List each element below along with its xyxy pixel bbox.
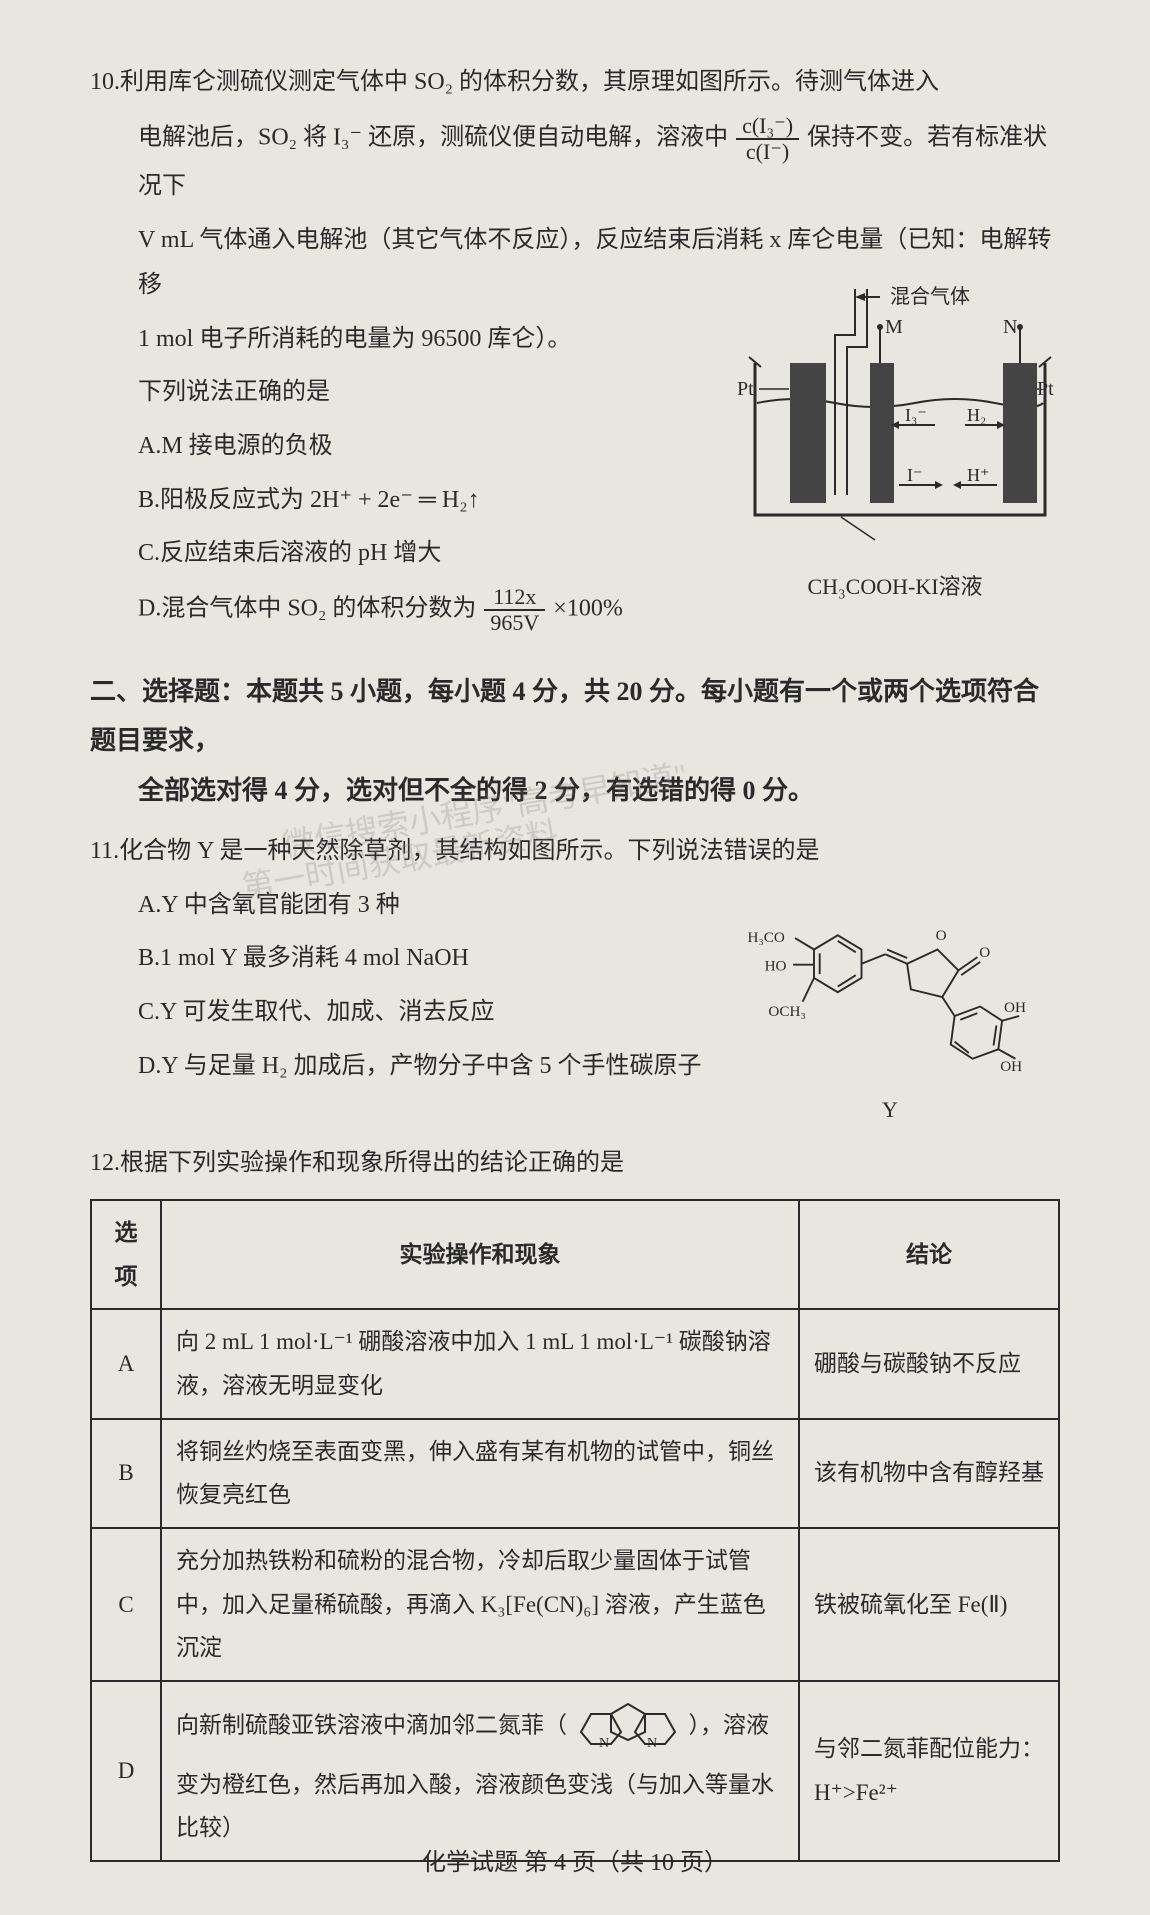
table-header-row: 选项 实验操作和现象 结论 bbox=[91, 1200, 1059, 1309]
q10-D-den: 965V bbox=[484, 611, 545, 635]
diagram-caption: CH₃COOH-KI溶液 bbox=[730, 566, 1060, 608]
q10-num: 10. bbox=[90, 69, 120, 95]
th-concl: 结论 bbox=[799, 1200, 1059, 1309]
label-N: N bbox=[1003, 316, 1017, 338]
electrode-left bbox=[790, 363, 826, 503]
q10-diagram: 混合气体 M N Pt Pt I₃⁻ H₂ bbox=[730, 285, 1060, 607]
section-2-header: 二、选择题：本题共 5 小题，每小题 4 分，共 20 分。每小题有一个或两个选… bbox=[90, 667, 1060, 815]
q11-optC: C.Y 可发生取代、加成、消去反应 bbox=[90, 990, 720, 1036]
O-ester: O bbox=[936, 927, 947, 944]
q10-frac: c(I₃⁻) c(I⁻) bbox=[736, 114, 799, 164]
label-I3: I₃⁻ bbox=[905, 405, 927, 425]
q10-optB: B.阳极反应式为 2H⁺ + 2e⁻ ═ H₂↑ bbox=[90, 478, 700, 524]
cell-opt-B: B bbox=[91, 1419, 161, 1528]
pt-right: Pt bbox=[1037, 378, 1054, 400]
q11-optD: D.Y 与足量 H₂ 加成后，产物分子中含 5 个手性碳原子 bbox=[90, 1044, 720, 1090]
q10-optD: D.混合气体中 SO₂ 的体积分数为 112x 965V ×100% bbox=[90, 585, 700, 635]
q10-D-frac: 112x 965V bbox=[484, 585, 545, 635]
q10-optC: C.反应结束后溶液的 pH 增大 bbox=[90, 531, 700, 577]
label-H2: H₂ bbox=[967, 405, 986, 425]
mix-gas-label: 混合气体 bbox=[890, 285, 970, 308]
question-11: 11.化合物 Y 是一种天然除草剂，其结构如图所示。下列说法错误的是 A.Y 中… bbox=[90, 829, 1060, 1131]
svg-text:N: N bbox=[599, 1736, 609, 1748]
q10-D-post: ×100% bbox=[553, 595, 623, 621]
electrode-mid bbox=[870, 363, 894, 503]
q10-text2a: 电解池后，SO₂ 将 I₃⁻ 还原，测硫仪便自动电解，溶液中 bbox=[138, 124, 728, 150]
q11-stem: 化合物 Y 是一种天然除草剂，其结构如图所示。下列说法错误的是 bbox=[119, 838, 819, 864]
pt-left: Pt bbox=[737, 378, 754, 400]
q11-stem-row: 11.化合物 Y 是一种天然除草剂，其结构如图所示。下列说法错误的是 bbox=[90, 829, 1060, 875]
cell-concl-C: 铁被硫氧化至 Fe(Ⅱ) bbox=[799, 1528, 1059, 1681]
cell-concl-A: 硼酸与碳酸钠不反应 bbox=[799, 1309, 1059, 1418]
q10-frac-num: c(I₃⁻) bbox=[736, 114, 799, 140]
molecule-Y-svg: H₃CO HO OCH₃ O O bbox=[740, 883, 1040, 1073]
q10-line1: 10.利用库仑测硫仪测定气体中 SO₂ 的体积分数，其原理如图所示。待测气体进入 bbox=[90, 60, 1060, 106]
cell-concl-D: 与邻二氮菲配位能力：H⁺>Fe²⁺ bbox=[799, 1681, 1059, 1861]
table-row: A 向 2 mL 1 mol·L⁻¹ 硼酸溶液中加入 1 mL 1 mol·L⁻… bbox=[91, 1309, 1059, 1418]
q10-D-pre: D.混合气体中 SO₂ 的体积分数为 bbox=[138, 595, 482, 621]
q11-optB: B.1 mol Y 最多消耗 4 mol NaOH bbox=[90, 936, 720, 982]
th-opt: 选项 bbox=[91, 1200, 161, 1309]
q10-line2: 电解池后，SO₂ 将 I₃⁻ 还原，测硫仪便自动电解，溶液中 c(I₃⁻) c(… bbox=[90, 114, 1060, 210]
q12-stem: 根据下列实验操作和现象所得出的结论正确的是 bbox=[120, 1150, 624, 1176]
cell-concl-B: 该有机物中含有醇羟基 bbox=[799, 1419, 1059, 1528]
cell-exp-C: 充分加热铁粉和硫粉的混合物，冷却后取少量固体于试管中，加入足量稀硫酸，再滴入 K… bbox=[161, 1528, 799, 1681]
cell-opt-A: A bbox=[91, 1309, 161, 1418]
experiment-table: 选项 实验操作和现象 结论 A 向 2 mL 1 mol·L⁻¹ 硼酸溶液中加入… bbox=[90, 1199, 1060, 1862]
ho-label: HO bbox=[765, 957, 787, 974]
q11-structure: H₃CO HO OCH₃ O O bbox=[720, 883, 1060, 1131]
page-footer: 化学试题 第 4 页（共 10 页） bbox=[0, 1841, 1150, 1887]
table-row: C 充分加热铁粉和硫粉的混合物，冷却后取少量固体于试管中，加入足量稀硫酸，再滴入… bbox=[91, 1528, 1059, 1681]
section2-line1: 二、选择题：本题共 5 小题，每小题 4 分，共 20 分。每小题有一个或两个选… bbox=[90, 667, 1060, 766]
table-row: B 将铜丝灼烧至表面变黑，伸入盛有某有机物的试管中，铜丝恢复亮红色 该有机物中含… bbox=[91, 1419, 1059, 1528]
electrolysis-diagram-svg: 混合气体 M N Pt Pt I₃⁻ H₂ bbox=[735, 285, 1055, 545]
question-12: 12.根据下列实验操作和现象所得出的结论正确的是 选项 实验操作和现象 结论 A… bbox=[90, 1141, 1060, 1862]
label-M: M bbox=[885, 316, 903, 338]
electrode-right bbox=[1003, 363, 1037, 503]
q10-D-num: 112x bbox=[484, 585, 545, 611]
cell-opt-C: C bbox=[91, 1528, 161, 1681]
oh2-label: OH bbox=[1000, 1058, 1022, 1073]
q11-optA: A.Y 中含氧官能团有 3 种 bbox=[90, 883, 720, 929]
section2-line2: 全部选对得 4 分，选对但不全的得 2 分，有选错的得 0 分。 bbox=[90, 766, 1060, 815]
q12-stem-row: 12.根据下列实验操作和现象所得出的结论正确的是 bbox=[90, 1141, 1060, 1187]
O-carbonyl: O bbox=[979, 944, 990, 961]
och3-label: OCH₃ bbox=[768, 1003, 805, 1020]
q10-text1: 利用库仑测硫仪测定气体中 SO₂ 的体积分数，其原理如图所示。待测气体进入 bbox=[120, 69, 939, 95]
q11-num: 11. bbox=[90, 838, 119, 864]
cell-exp-B: 将铜丝灼烧至表面变黑，伸入盛有某有机物的试管中，铜丝恢复亮红色 bbox=[161, 1419, 799, 1528]
Y-label: Y bbox=[720, 1089, 1060, 1131]
cell-exp-D-pre: 向新制硫酸亚铁溶液中滴加邻二氮菲（ bbox=[176, 1713, 567, 1738]
q10-stem: 下列说法正确的是 bbox=[90, 370, 700, 416]
cell-exp-A: 向 2 mL 1 mol·L⁻¹ 硼酸溶液中加入 1 mL 1 mol·L⁻¹ … bbox=[161, 1309, 799, 1418]
q10-frac-den: c(I⁻) bbox=[736, 140, 799, 164]
oh1-label: OH bbox=[1004, 999, 1026, 1016]
label-Hplus: H⁺ bbox=[967, 465, 990, 485]
q10-optA: A.M 接电源的负极 bbox=[90, 424, 700, 470]
table-row: D 向新制硫酸亚铁溶液中滴加邻二氮菲（ N N ），溶液变为橙红色，然后再加入酸… bbox=[91, 1681, 1059, 1861]
svg-text:N: N bbox=[647, 1736, 657, 1748]
phenanthroline-icon: N N bbox=[573, 1692, 683, 1763]
q12-num: 12. bbox=[90, 1150, 120, 1176]
th-exp: 实验操作和现象 bbox=[161, 1200, 799, 1309]
label-Iminus: I⁻ bbox=[907, 465, 923, 485]
h3co-label: H₃CO bbox=[748, 929, 785, 946]
cell-exp-D: 向新制硫酸亚铁溶液中滴加邻二氮菲（ N N ），溶液变为橙红色，然后再加入酸，溶… bbox=[161, 1681, 799, 1861]
cell-opt-D: D bbox=[91, 1681, 161, 1861]
